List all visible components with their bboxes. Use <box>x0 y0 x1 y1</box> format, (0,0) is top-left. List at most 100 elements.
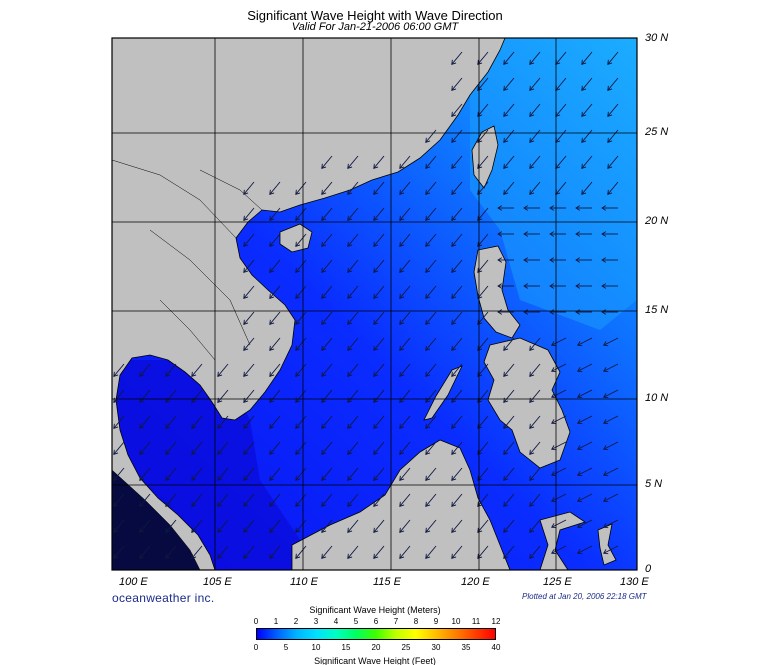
wave-arrow <box>295 363 307 377</box>
wave-arrow <box>503 415 515 429</box>
wave-arrow <box>477 207 489 221</box>
wave-arrow-head <box>269 423 275 429</box>
legend-feet-tick: 25 <box>401 643 411 652</box>
lon-label-105e: 105 E <box>203 576 232 588</box>
wave-arrow-head <box>523 283 529 289</box>
wave-arrow <box>581 181 593 195</box>
wave-arrow <box>347 337 359 351</box>
wave-arrow <box>399 493 411 507</box>
wave-arrow <box>425 415 437 429</box>
wave-arrow <box>529 77 541 91</box>
wave-arrow-head <box>425 137 431 143</box>
wave-arrow-head <box>191 449 197 455</box>
wave-arrow <box>451 311 463 325</box>
wave-arrow <box>503 181 515 195</box>
wave-arrow-head <box>497 257 503 263</box>
wave-arrow <box>399 155 411 169</box>
legend-feet-tick: 10 <box>311 643 321 652</box>
wave-arrow <box>295 181 307 195</box>
wave-arrow-head <box>503 553 509 559</box>
wave-arrow-head <box>217 371 223 377</box>
wave-arrow-head <box>602 341 609 347</box>
wave-arrow <box>551 519 567 528</box>
wave-arrow <box>321 441 333 455</box>
wave-arrow <box>529 155 541 169</box>
wave-arrow <box>399 259 411 273</box>
wave-arrow-head <box>243 423 249 429</box>
wave-arrow-head <box>321 319 327 325</box>
wave-arrow <box>269 519 281 533</box>
wave-arrow-head <box>347 475 353 481</box>
wave-arrow-head <box>503 111 509 117</box>
wave-arrow-head <box>373 163 379 169</box>
wave-arrow <box>217 389 229 403</box>
wave-arrow <box>425 233 437 247</box>
wave-arrow-head <box>321 267 327 273</box>
wave-arrow <box>577 415 593 424</box>
wave-arrow <box>243 493 255 507</box>
wave-arrow <box>451 337 463 351</box>
legend-meters-tick: 5 <box>353 617 359 626</box>
wave-arrow-head <box>601 231 607 237</box>
wave-arrow <box>551 337 567 346</box>
wave-arrow-head <box>425 241 431 247</box>
wave-arrow-head <box>549 257 555 263</box>
wave-arrow <box>269 181 281 195</box>
legend-meters-tick: 0 <box>253 617 259 626</box>
wave-arrow-head <box>529 111 535 117</box>
wave-arrow-head <box>113 371 119 377</box>
wave-arrow-head <box>602 549 609 555</box>
wave-arrow <box>191 389 203 403</box>
wave-arrow-head <box>347 345 353 351</box>
wave-arrow-head <box>113 449 119 455</box>
wave-arrow <box>347 415 359 429</box>
wave-arrow-head <box>191 475 197 481</box>
wave-arrow-head <box>425 527 431 533</box>
wave-arrow-head <box>321 189 327 195</box>
wave-arrow <box>607 155 619 169</box>
wave-arrow <box>373 467 385 481</box>
lat-label-30n: 30 N <box>645 32 669 44</box>
wave-arrow <box>555 155 567 169</box>
wave-arrow-head <box>451 293 457 299</box>
country-borders <box>112 159 263 361</box>
wave-arrow <box>477 363 489 377</box>
wave-arrow-head <box>373 527 379 533</box>
wave-arrow-head <box>581 111 587 117</box>
wave-arrow-head <box>321 241 327 247</box>
wave-arrow <box>477 259 489 273</box>
wave-arrow-head <box>269 319 275 325</box>
wave-arrow-head <box>269 267 275 273</box>
wave-arrow-head <box>243 345 249 351</box>
wave-arrow-head <box>347 267 353 273</box>
wave-arrow <box>347 545 359 559</box>
wave-arrow-head <box>529 371 535 377</box>
wave-arrow <box>243 519 255 533</box>
wave-arrow <box>399 415 411 429</box>
wave-arrow <box>321 389 333 403</box>
wave-arrow-head <box>576 549 583 555</box>
wave-arrow-head <box>269 189 275 195</box>
wave-arrow-head <box>295 449 301 455</box>
wave-arrow-head <box>373 501 379 507</box>
legend-feet-tick: 40 <box>491 643 501 652</box>
legend-meters-tick: 10 <box>451 617 461 626</box>
lat-label-10n: 10 N <box>645 392 669 404</box>
wave-arrow-head <box>477 501 483 507</box>
wave-arrow-head <box>347 553 353 559</box>
wave-arrow-head <box>529 59 535 65</box>
wave-arrow-head <box>165 501 171 507</box>
wave-arrow <box>321 259 333 273</box>
wave-arrow <box>191 519 203 533</box>
wave-arrow <box>295 545 307 559</box>
wave-arrow-head <box>607 189 613 195</box>
wave-arrow <box>295 389 307 403</box>
wave-arrow <box>269 337 281 351</box>
wave-arrow <box>477 545 489 559</box>
wave-arrow <box>451 363 463 377</box>
wave-arrow <box>217 467 229 481</box>
wave-arrow <box>139 389 151 403</box>
lon-label-110e: 110 E <box>290 576 318 588</box>
wave-arrow-head <box>139 475 145 481</box>
wave-arrow-head <box>399 293 405 299</box>
